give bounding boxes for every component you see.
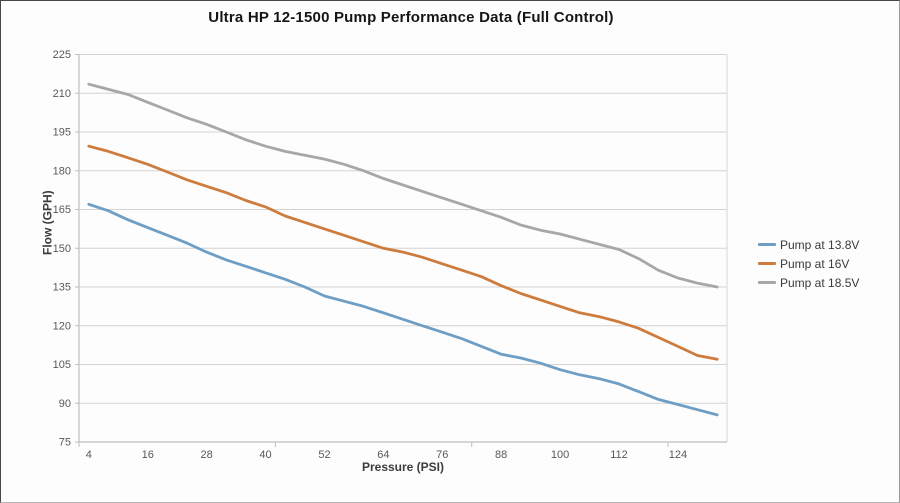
legend-item: Pump at 16V: [758, 254, 859, 273]
legend-label: Pump at 18.5V: [780, 275, 860, 290]
x-tick-label: 88: [495, 449, 507, 461]
x-tick-label: 64: [377, 449, 389, 461]
y-tick-label: 225: [53, 49, 71, 61]
x-tick-label: 52: [318, 449, 330, 461]
x-tick-label: 100: [551, 449, 569, 461]
y-tick-label: 150: [53, 243, 71, 255]
y-tick-label: 210: [53, 88, 71, 100]
y-tick-label: 105: [53, 359, 71, 371]
series-line-1: [87, 144, 719, 361]
legend-label: Pump at 16V: [780, 256, 850, 271]
chart-legend: Pump at 13.8V Pump at 16V Pump at 18.5V: [758, 235, 859, 292]
x-tick-label: 16: [142, 449, 154, 461]
y-tick-label: 180: [53, 165, 71, 177]
y-tick-label: 165: [53, 204, 71, 216]
y-tick-label: 75: [59, 437, 71, 449]
y-tick-label: 195: [53, 127, 71, 139]
legend-swatch-line: [758, 262, 776, 265]
x-tick-label: 76: [436, 449, 448, 461]
legend-label: Pump at 13.8V: [780, 237, 860, 252]
legend-item: Pump at 18.5V: [758, 273, 859, 292]
y-tick-label: 120: [53, 320, 71, 332]
x-tick-label: 4: [86, 449, 92, 461]
x-tick-label: 112: [610, 449, 628, 461]
x-axis-title: Pressure (PSI): [361, 460, 445, 474]
chart-title: Ultra HP 12-1500 Pump Performance Data (…: [208, 9, 614, 26]
x-tick-label: 124: [669, 449, 687, 461]
legend-swatch-line: [758, 281, 776, 284]
x-tick-label: 40: [259, 449, 271, 461]
x-tick-label: 28: [201, 449, 213, 461]
legend-item: Pump at 13.8V: [758, 235, 859, 254]
series-line-0: [87, 202, 719, 417]
y-tick-label: 90: [59, 398, 71, 410]
y-tick-label: 135: [53, 282, 71, 294]
series-line-2: [87, 82, 719, 289]
legend-swatch-line: [758, 243, 776, 246]
